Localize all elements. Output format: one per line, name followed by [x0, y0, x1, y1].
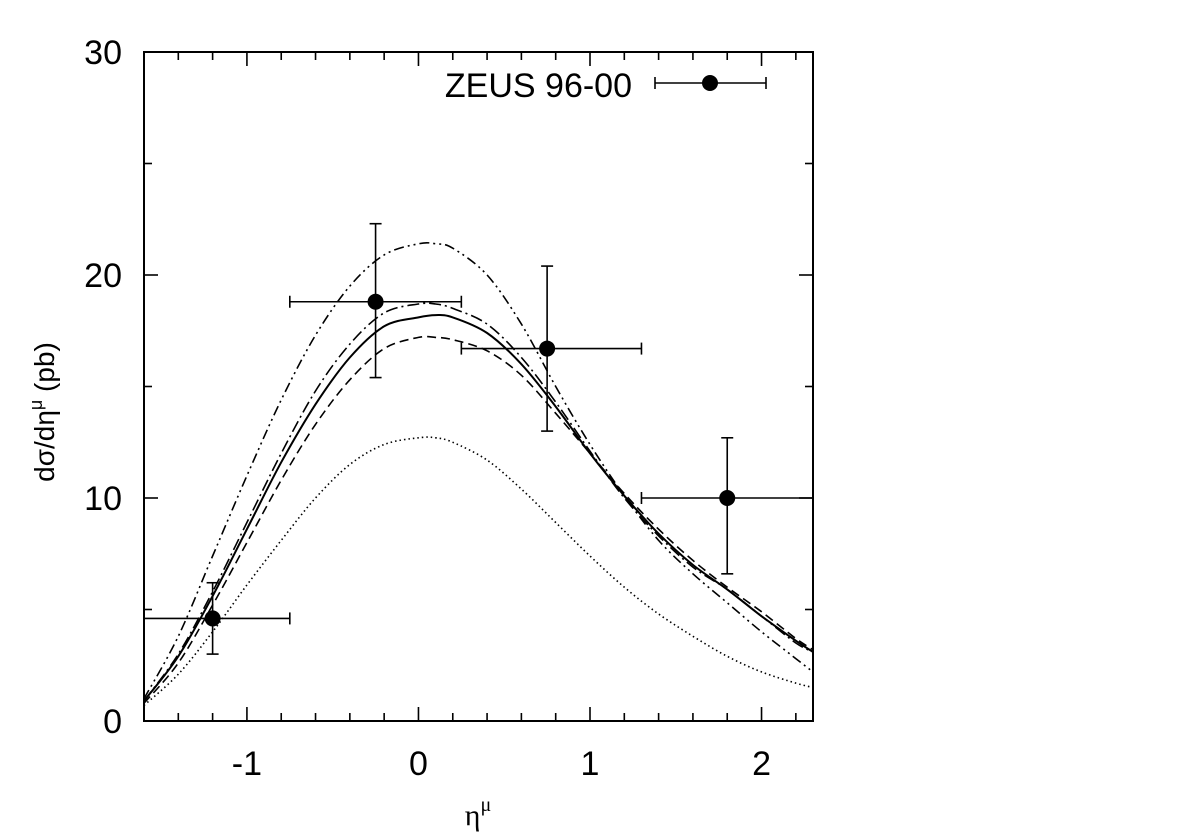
data-point	[640, 436, 814, 575]
x-tick-label: 1	[581, 745, 600, 783]
legend-label: ZEUS 96-00	[445, 67, 632, 105]
legend-marker	[654, 75, 767, 91]
data-marker	[367, 293, 384, 310]
curve-dotted	[143, 436, 814, 706]
legend-dot	[702, 75, 718, 91]
curve-dashed	[143, 335, 814, 704]
axis-ticks	[143, 51, 813, 722]
y-axis-title-unit: (pb)	[29, 342, 60, 400]
y-axis-title-main: dσ/dη	[29, 410, 60, 482]
y-tick-label: 30	[84, 34, 122, 72]
data-point	[460, 265, 643, 432]
model-curves	[143, 241, 814, 706]
data-points	[143, 222, 814, 655]
data-marker	[204, 610, 221, 627]
plot-frame	[143, 51, 814, 722]
data-point	[289, 222, 463, 379]
curve-dash-dot	[143, 302, 814, 702]
x-axis-title-main: η	[465, 799, 481, 832]
y-tick-label: 0	[103, 703, 122, 741]
y-axis-title: dσ/dημ (pb)	[26, 342, 60, 482]
curve-dash-dot-dot	[143, 241, 814, 700]
data-marker	[719, 490, 736, 506]
x-tick-label: -1	[232, 745, 262, 783]
x-tick-label: 2	[752, 745, 771, 783]
y-axis-title-sup: μ	[26, 400, 46, 410]
y-tick-label: 20	[84, 257, 122, 295]
legend: ZEUS 96-00	[445, 67, 767, 105]
plot-frame-rect	[143, 51, 814, 722]
x-tick-label: 0	[409, 745, 428, 783]
data-marker	[539, 340, 556, 357]
y-tick-label: 10	[84, 480, 122, 518]
x-axis-title: ημ	[465, 794, 491, 832]
x-axis-title-sup: μ	[480, 794, 491, 816]
curve-solid	[143, 314, 814, 702]
data-point	[143, 581, 291, 655]
